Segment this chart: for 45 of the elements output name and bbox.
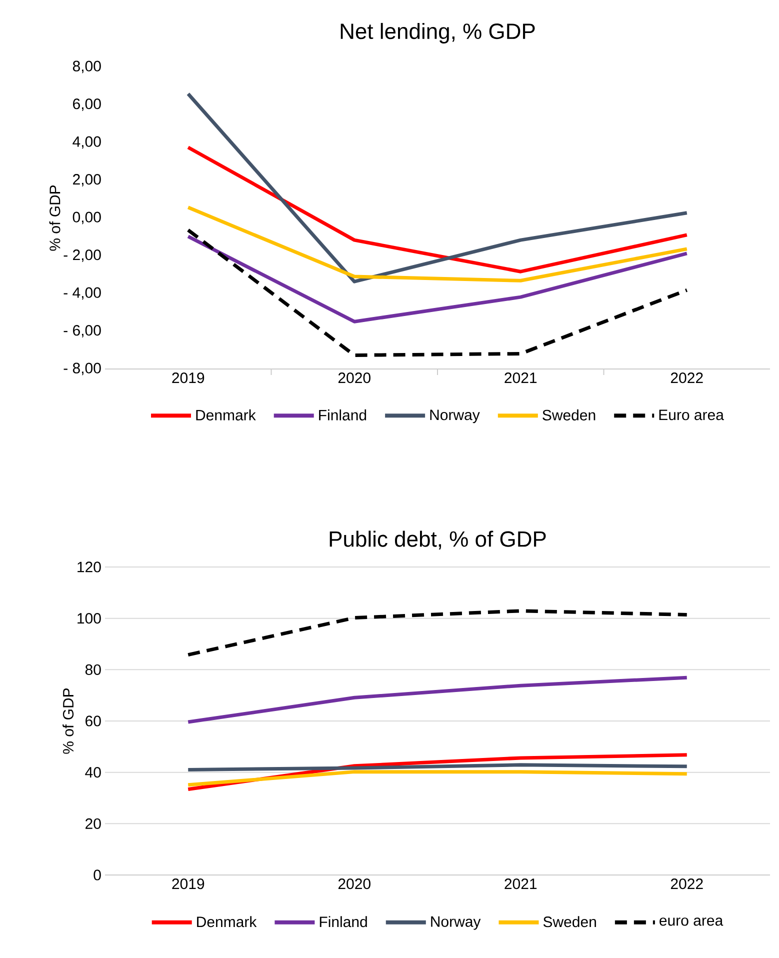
- y-tick-label: 40: [85, 767, 101, 778]
- y-tick-label: 60: [86, 716, 101, 726]
- chart-title: Public debt, % of GDP: [330, 530, 546, 550]
- legend-label: Norway: [431, 916, 481, 930]
- y-tick-label: 100: [78, 613, 101, 624]
- x-tick-label: 2019: [172, 878, 204, 890]
- x-tick-label: 2020: [338, 878, 370, 890]
- line-series: [186, 676, 689, 724]
- line-series: [186, 609, 689, 657]
- x-tick-label: 2019: [172, 372, 204, 384]
- line-series: [186, 92, 689, 284]
- y-tick-label: 120: [78, 562, 101, 572]
- x-tick-label: 2022: [670, 878, 703, 890]
- legend-label: Sweden: [543, 916, 596, 928]
- x-tick-label: 2022: [670, 372, 703, 384]
- y-axis-title: % of GDP: [49, 185, 60, 251]
- line-series: [186, 228, 689, 357]
- legend-label: Finland: [320, 916, 367, 928]
- legend-label: Euro area: [659, 410, 724, 420]
- y-tick-label: - 6,00: [64, 325, 101, 338]
- x-tick-label: 2021: [504, 878, 537, 890]
- legend-label: euro area: [660, 918, 724, 926]
- y-tick-label: 6,00: [73, 98, 101, 111]
- legend-label: Norway: [430, 410, 480, 424]
- y-tick-label: 0,00: [72, 212, 101, 224]
- y-tick-label: 8,00: [72, 60, 101, 74]
- y-tick-label: 2,00: [73, 174, 101, 186]
- legend-label: Sweden: [542, 409, 596, 420]
- legend-label: Denmark: [197, 916, 257, 928]
- y-tick-label: 80: [85, 664, 101, 675]
- y-axis-title: % of GDP: [62, 688, 74, 754]
- line-series: [186, 206, 689, 282]
- legend-label: Finland: [319, 409, 366, 420]
- legend-label: Denmark: [196, 409, 256, 420]
- line-series: [186, 234, 689, 324]
- y-tick-label: 0: [94, 870, 101, 880]
- y-tick-label: 4,00: [72, 136, 101, 149]
- y-tick-label: - 2,00: [64, 250, 101, 262]
- line-series: [186, 146, 689, 274]
- y-tick-label: 20: [86, 818, 101, 829]
- x-tick-label: 2021: [504, 372, 537, 384]
- y-tick-label: - 4,00: [64, 287, 101, 300]
- chart-title: Net lending, % GDP: [340, 22, 535, 44]
- x-tick-label: 2020: [338, 372, 370, 384]
- y-tick-label: - 8,00: [64, 362, 101, 376]
